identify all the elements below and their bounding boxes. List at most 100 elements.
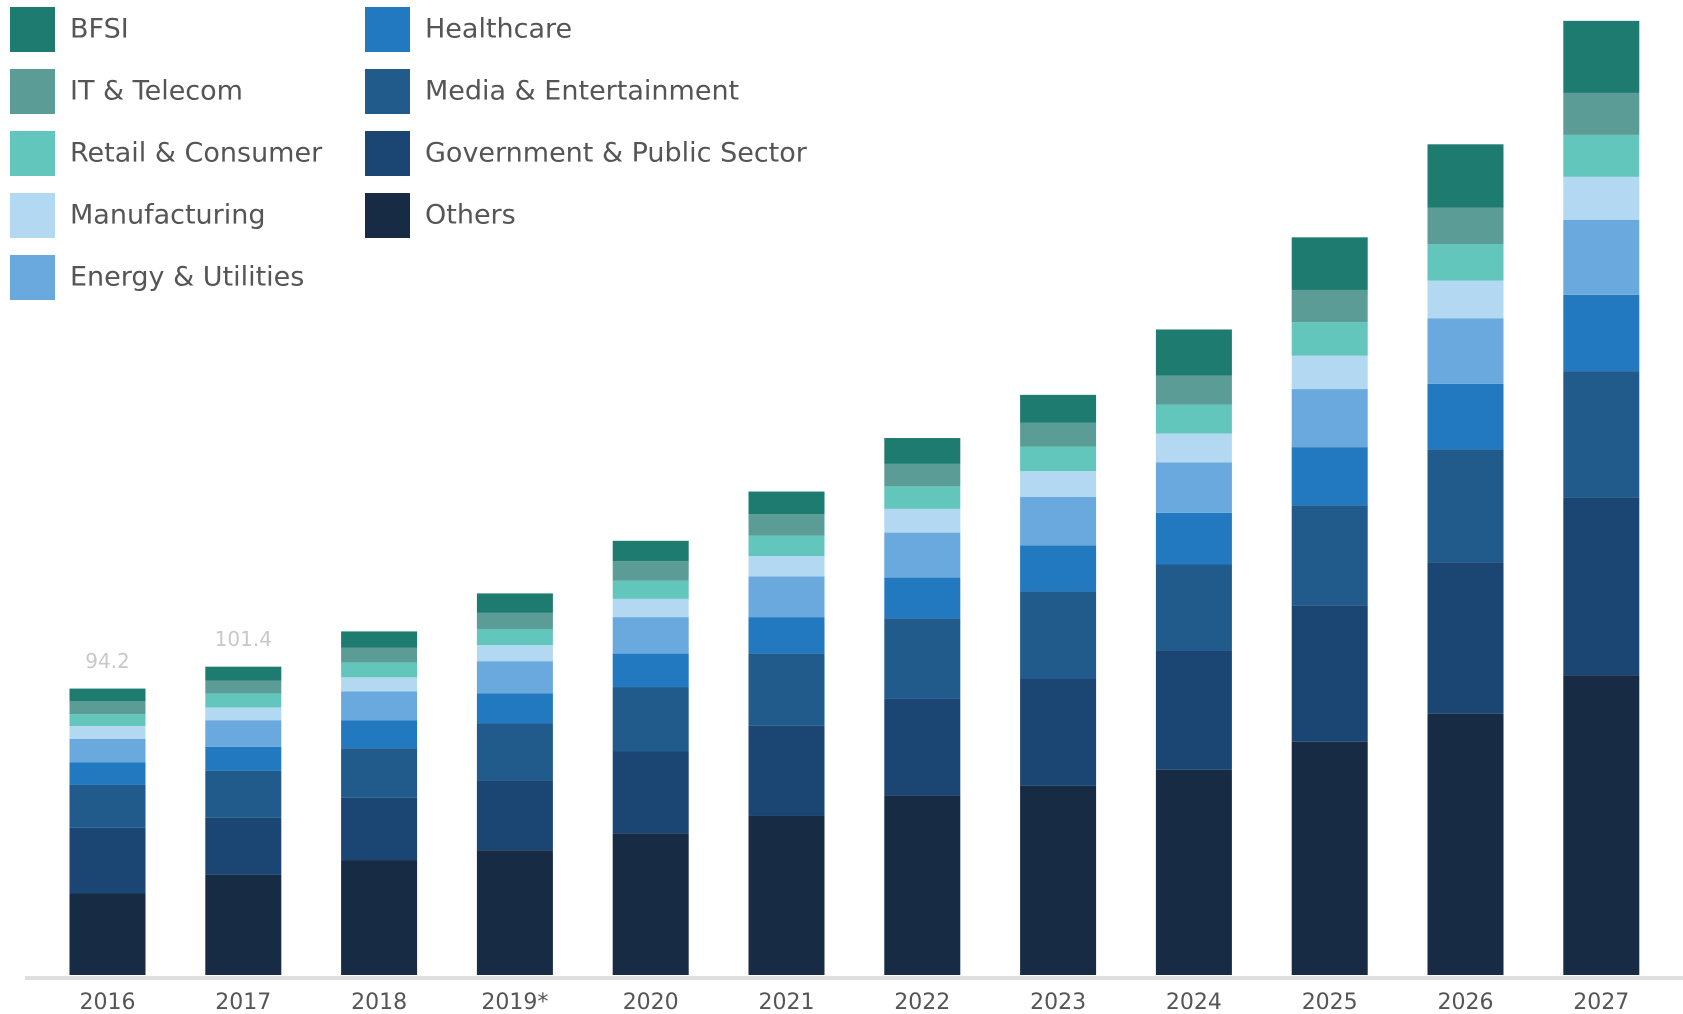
x-tick-label: 2027 [1573, 990, 1629, 1014]
x-tick-label: 2023 [1030, 990, 1086, 1014]
bar-segment [69, 688, 146, 702]
x-tick-label: 2019* [481, 990, 548, 1014]
bar-segment [1291, 237, 1368, 290]
bar-segment [612, 687, 689, 752]
bar-segment [884, 532, 961, 578]
bar-segment [612, 653, 689, 688]
bar-segment [205, 680, 282, 694]
bar-segment [612, 833, 689, 975]
bar-segment [1291, 389, 1368, 448]
legend-swatch [365, 7, 410, 52]
bar-segment [1020, 678, 1097, 786]
legend-label: Government & Public Sector [425, 138, 808, 169]
bar-segment [1291, 289, 1368, 323]
bar-segment [341, 631, 418, 648]
bar-segment [205, 720, 282, 747]
bar-segment [884, 698, 961, 796]
x-tick-label: 2025 [1302, 990, 1358, 1014]
bar-segment [1020, 422, 1097, 447]
total-label: 94.2 [85, 649, 130, 673]
legend-label: Retail & Consumer [70, 138, 323, 169]
bar-segment [1155, 512, 1232, 565]
bar-segment [1291, 505, 1368, 606]
legend-swatch [10, 193, 55, 238]
bar-segment [1563, 176, 1640, 220]
bar-segment [748, 556, 825, 577]
total-label: 101.4 [215, 627, 272, 651]
bar-segment [748, 535, 825, 557]
bar-segment [1427, 713, 1504, 975]
bar-segment [69, 827, 146, 894]
bar-segment [1427, 280, 1504, 319]
bar-segment [612, 751, 689, 834]
bar-segment [1155, 433, 1232, 463]
bar-segment [612, 561, 689, 581]
bar-segment [1427, 449, 1504, 563]
bar-segment [476, 661, 553, 694]
bar-segment [1563, 219, 1640, 295]
bar-segment [884, 438, 961, 464]
bar-segment [884, 618, 961, 699]
bar-segment [1291, 355, 1368, 390]
bar-segment [341, 691, 418, 721]
bar-segment [1563, 20, 1640, 93]
legend-swatch [365, 131, 410, 176]
bar-segment [1155, 564, 1232, 651]
legend-swatch [10, 131, 55, 176]
bar-segment [748, 576, 825, 618]
bar-segment [69, 714, 146, 726]
legend-label: BFSI [70, 14, 129, 45]
bar-segment [1155, 769, 1232, 975]
bar-segment [1155, 375, 1232, 405]
bar-segment [476, 628, 553, 646]
bar-segment [205, 693, 282, 708]
bar-segment [69, 784, 146, 828]
bar-segment [69, 762, 146, 785]
bar-segment [205, 874, 282, 975]
bar-segment [476, 593, 553, 613]
bar-segment [1020, 497, 1097, 546]
bar-segment [69, 701, 146, 715]
legend-label: Energy & Utilities [70, 262, 304, 293]
x-tick-label: 2026 [1438, 990, 1494, 1014]
bar-segment [1020, 545, 1097, 592]
legend-label: Healthcare [425, 14, 572, 45]
bar-segment [884, 577, 961, 619]
bar-segment [1020, 471, 1097, 498]
x-tick-label: 2024 [1166, 990, 1222, 1014]
legend-label: Manufacturing [70, 200, 266, 231]
bar-segment [612, 540, 689, 562]
bar-segment [1155, 404, 1232, 434]
bar-segment [612, 598, 689, 618]
x-tick-label: 2021 [759, 990, 815, 1014]
bar-segment [205, 707, 282, 721]
legend-swatch [10, 7, 55, 52]
bar-segment [1427, 144, 1504, 208]
bar-segment [884, 463, 961, 487]
bar-segment [612, 617, 689, 654]
bar-segment [205, 746, 282, 771]
bar-segment [476, 723, 553, 781]
bar-segment [69, 738, 146, 763]
bar-segment [341, 677, 418, 692]
bar-segment [748, 815, 825, 975]
legend-swatch [10, 255, 55, 300]
bar-segment [341, 797, 418, 861]
bar-segment [341, 748, 418, 798]
bar-segment [341, 662, 418, 678]
bar-segment [1563, 134, 1640, 177]
bar-segment [748, 617, 825, 654]
bar-segment [748, 514, 825, 536]
bar-segment [1155, 650, 1232, 770]
bar-segment [1155, 462, 1232, 513]
bar-segment [1427, 318, 1504, 384]
bar-segment [748, 491, 825, 515]
bar-segment [205, 817, 282, 875]
bar-segment [1155, 329, 1232, 376]
bar-segment [884, 795, 961, 975]
bar-segment [748, 725, 825, 816]
x-tick-label: 2020 [623, 990, 679, 1014]
legend-swatch [10, 69, 55, 114]
bar-segment [1020, 591, 1097, 679]
x-tick-label: 2022 [894, 990, 950, 1014]
